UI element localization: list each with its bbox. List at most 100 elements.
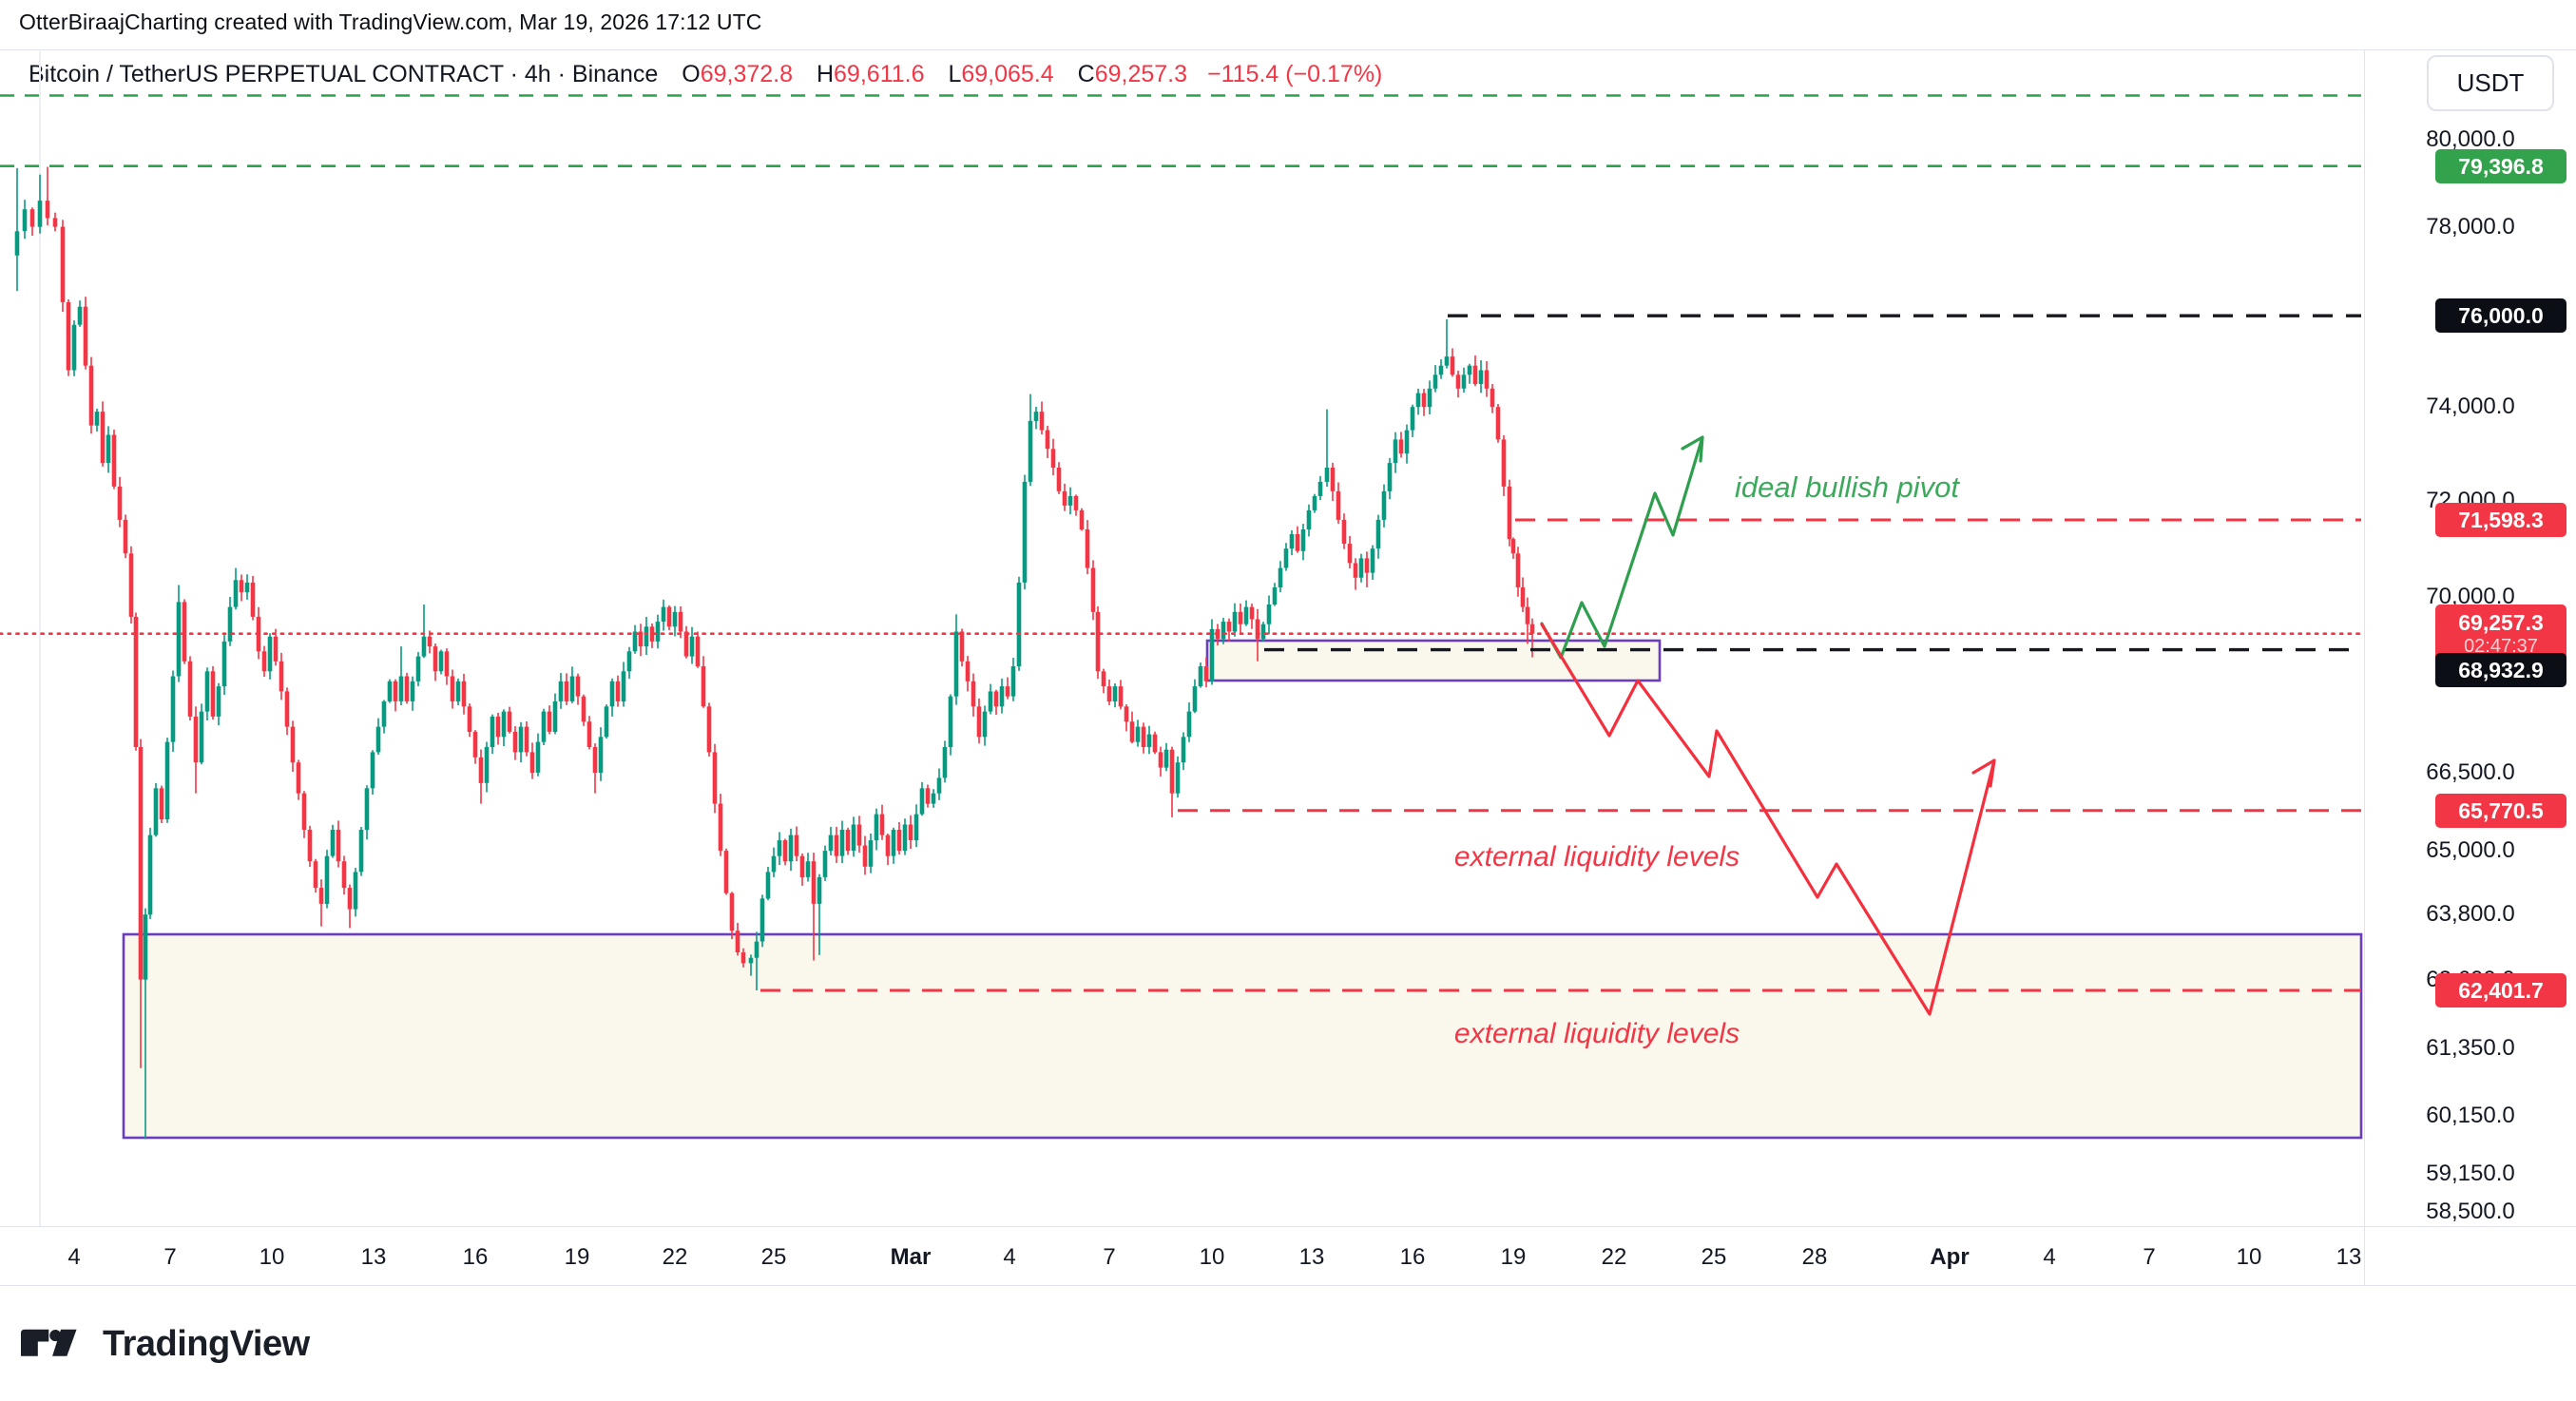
demand-zone-upper[interactable] — [1205, 639, 1662, 682]
candle-body — [111, 434, 117, 487]
candle-body — [415, 656, 421, 681]
candle-body — [547, 711, 552, 732]
time-tick-25: 25 — [1701, 1244, 1727, 1270]
time-axis[interactable]: 4 7 10 13 16 19 22 25 Mar 4 7 10 13 16 19 22 25 28 Apr 4 7 10… — [0, 1227, 2576, 1285]
symbol-ohlc-bar: Bitcoin / TetherUS PERPETUAL CONTRACT · … — [29, 61, 1382, 88]
candle-body — [1510, 539, 1516, 554]
candle-body — [569, 676, 575, 701]
candle-body — [1152, 734, 1158, 753]
candle-body — [381, 701, 387, 727]
candle-body — [450, 676, 455, 701]
candle-body — [1141, 726, 1146, 747]
high-value: 69,611.6 — [834, 61, 925, 87]
candle-body — [817, 876, 822, 904]
candle-body — [1330, 468, 1336, 491]
candle-body — [689, 636, 695, 657]
time-tick-4: 4 — [1003, 1244, 1016, 1270]
candle-body — [1415, 393, 1421, 408]
candle-body — [999, 686, 1005, 707]
candle-body — [52, 218, 58, 227]
candle-body — [1306, 509, 1312, 529]
candle-body — [100, 412, 106, 464]
price-axis[interactable]: 80,000.0 78,000.0 74,000.0 72,000.0 70,000.0… — [2365, 49, 2576, 1285]
candle-body — [438, 651, 444, 672]
open-label: O — [682, 61, 701, 87]
candle-body — [1312, 495, 1317, 510]
change-value: −115.4 (−0.17%) — [1206, 61, 1383, 87]
candle-body — [609, 681, 615, 707]
candle-body — [66, 302, 71, 371]
bearish-projection[interactable] — [1540, 623, 1996, 1016]
annotation-ideal-bullish-pivot[interactable]: ideal bullish pivot — [1734, 470, 1960, 504]
annotation-external-liquidity-lower[interactable]: external liquidity levels — [1453, 1018, 1740, 1049]
candle-body — [37, 201, 43, 227]
candle-body — [552, 701, 558, 732]
candle-body — [564, 681, 569, 701]
candle-body — [666, 606, 672, 627]
candle-body — [404, 676, 410, 701]
candle-body — [1198, 666, 1203, 687]
candle-body — [421, 636, 427, 657]
bullish-projection-arrowhead — [1681, 435, 1704, 463]
candle-body — [501, 711, 507, 738]
candle-body — [433, 646, 438, 672]
tradingview-logo[interactable]: TradingView — [21, 1321, 310, 1367]
bullish-projection[interactable] — [1540, 435, 1704, 660]
candle-body — [655, 622, 661, 642]
candle-body — [227, 606, 233, 642]
candle-body — [1467, 365, 1472, 375]
candle-body — [106, 434, 111, 464]
candle-body — [512, 731, 518, 753]
candle-body — [507, 711, 512, 732]
candle-body — [723, 851, 729, 893]
candle-body — [1266, 605, 1272, 624]
candle-body — [1515, 553, 1521, 587]
demand-zone-lower[interactable] — [122, 932, 2363, 1140]
candle-body — [324, 855, 330, 904]
candle-body — [672, 611, 678, 627]
candle-body — [706, 706, 712, 753]
candle-body — [490, 716, 495, 747]
candle-body — [398, 676, 404, 701]
candle-body — [1056, 468, 1062, 491]
candle-body — [913, 814, 919, 841]
price-badge-79,396.8: 79,396.8 — [2435, 149, 2566, 183]
candle-body — [1484, 370, 1490, 389]
candle-body — [1393, 439, 1398, 463]
candle-body — [712, 752, 718, 804]
candle-body — [1324, 468, 1330, 482]
bearish-projection-arrowhead — [1971, 758, 1996, 788]
price-badge-76,000.0: 76,000.0 — [2435, 298, 2566, 333]
candle-body — [1364, 558, 1370, 573]
candle-body — [976, 706, 982, 738]
candle-body — [279, 661, 284, 692]
candle-body — [1501, 439, 1507, 487]
candle-body — [1095, 611, 1101, 672]
candle-body — [1490, 388, 1495, 408]
time-tick-7: 7 — [2143, 1244, 2156, 1270]
time-tick-Mar: Mar — [890, 1244, 932, 1270]
candle-body — [754, 941, 759, 958]
candle-body — [1410, 407, 1415, 431]
candle-body — [856, 824, 862, 846]
symbol-title[interactable]: Bitcoin / TetherUS PERPETUAL CONTRACT · … — [29, 61, 659, 87]
candle-body — [1375, 519, 1381, 549]
currency-toggle-button[interactable]: USDT — [2427, 55, 2554, 111]
candle-body — [147, 835, 153, 915]
candle-body — [1226, 622, 1232, 632]
candle-body — [133, 616, 139, 747]
annotation-external-liquidity-upper[interactable]: external liquidity levels — [1453, 841, 1740, 873]
candle-body — [1124, 706, 1129, 722]
candle-body — [1085, 529, 1090, 568]
candle-body — [971, 681, 976, 707]
price-badge-68,932.9: 68,932.9 — [2435, 653, 2566, 687]
candle-body — [22, 209, 28, 232]
candle-body — [273, 636, 279, 662]
candle-body — [1455, 374, 1461, 389]
time-tick-10: 10 — [1199, 1244, 1225, 1270]
candle-body — [495, 716, 501, 738]
candle-body — [1295, 534, 1300, 551]
time-axis-bottom-divider — [0, 1285, 2576, 1286]
candle-body — [1461, 374, 1467, 389]
